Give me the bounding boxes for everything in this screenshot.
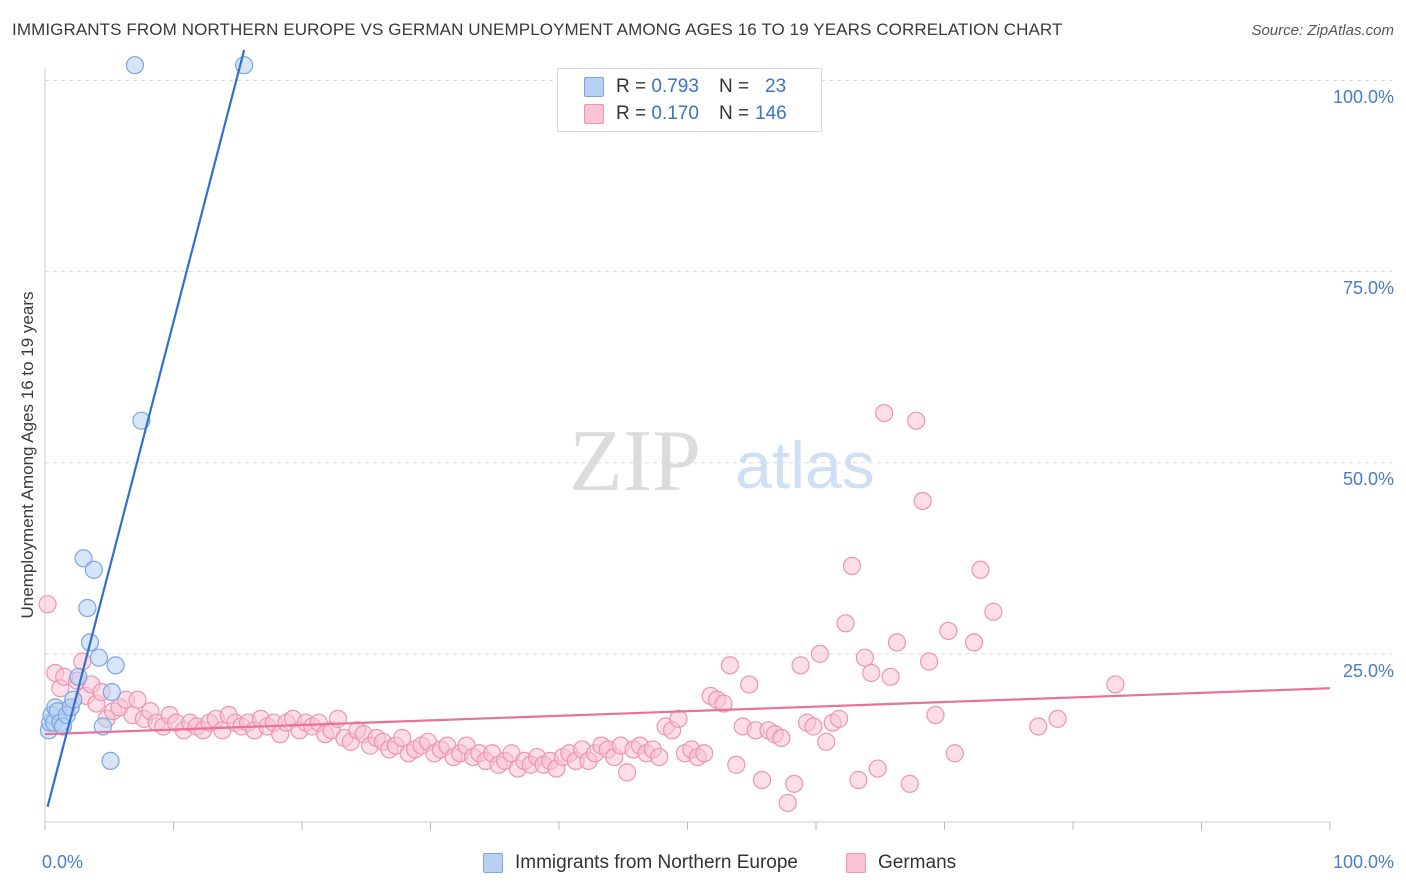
y-tick-100: 100.0% [1332, 87, 1394, 107]
stats-row-immigrants: R = 0.793 N = 23 [584, 75, 786, 99]
n-label: N = [718, 76, 750, 97]
germans-point [875, 403, 894, 423]
y-tick-50: 50.0% [1342, 469, 1394, 489]
immigrants-point [78, 598, 97, 618]
trend-lines [44, 49, 1331, 808]
germans-trend-line [44, 687, 1331, 736]
source-label: Source: ZipAtlas.com [1251, 22, 1394, 39]
r-label: R = [616, 76, 647, 97]
pink-swatch [846, 853, 866, 873]
pink-swatch [584, 104, 604, 124]
germans-point [881, 667, 900, 686]
n-value: 23 [765, 76, 787, 97]
immigrants-point [69, 667, 88, 686]
legend-label-germans: Germans [878, 852, 957, 873]
germans-point [128, 690, 147, 709]
germans-point [752, 770, 772, 790]
chart-title: IMMIGRANTS FROM NORTHERN EUROPE VS GERMA… [12, 20, 1063, 39]
legend-item-germans[interactable]: Germans [846, 852, 956, 874]
germans-point [926, 705, 945, 725]
blue-swatch [584, 77, 604, 97]
germans-point [830, 709, 849, 728]
watermark-atlas: atlas [735, 428, 874, 502]
r-label: R = [616, 103, 647, 124]
germans-point [849, 770, 868, 790]
germans-point [939, 621, 958, 641]
immigrants-point [74, 549, 93, 568]
stats-legend: R = 0.793 N = 23 R = 0.170 N = 146 [557, 68, 822, 132]
germans-point [772, 728, 791, 748]
germans-point [1048, 709, 1067, 728]
axes [44, 68, 1331, 830]
germans-point [1029, 717, 1048, 736]
legend-label-immigrants: Immigrants from Northern Europe [515, 852, 798, 873]
germans-point [907, 411, 926, 430]
germans-point [842, 556, 862, 576]
germans-point [727, 755, 746, 774]
germans-point [868, 759, 887, 778]
gridlines [45, 80, 1392, 655]
immigrants-point [106, 656, 125, 675]
germans-point [740, 675, 759, 694]
y-tick-25: 25.0% [1342, 661, 1394, 681]
n-value: 146 [755, 103, 787, 124]
germans-point [855, 648, 874, 667]
immigrants-point [89, 648, 109, 667]
immigrants-point [125, 56, 145, 75]
germans-point [73, 652, 92, 671]
germans-point [785, 774, 804, 793]
immigrants-point [101, 751, 120, 771]
germans-point [887, 633, 907, 652]
y-tick-75: 75.0% [1342, 278, 1394, 298]
germans-point [393, 728, 412, 748]
germans-point [862, 663, 881, 683]
germans-point [695, 744, 714, 763]
x-tick-100: 100.0% [1332, 852, 1394, 872]
germans-point [984, 602, 1003, 621]
germans-point [900, 774, 919, 793]
immigrants-point [93, 717, 112, 736]
germans-point [720, 656, 740, 675]
germans-point [618, 763, 637, 782]
immigrants-points [39, 56, 254, 771]
germans-point [964, 633, 984, 652]
stats-row-germans: R = 0.170 N = 146 [584, 102, 787, 126]
germans-point [38, 595, 57, 614]
germans-point [945, 744, 964, 763]
germans-point [919, 652, 939, 671]
germans-point [714, 694, 733, 713]
germans-point [1106, 675, 1125, 694]
immigrants-trend-line [46, 49, 246, 808]
germans-point [669, 709, 688, 728]
r-value: 0.793 [651, 76, 699, 97]
germans-point [817, 732, 836, 751]
germans-point [913, 491, 932, 511]
germans-point [778, 793, 797, 813]
n-label: N = [718, 103, 750, 124]
germans-point [650, 747, 669, 767]
watermark-zip: ZIP [569, 413, 701, 510]
legend-item-immigrants[interactable]: Immigrants from Northern Europe [483, 852, 798, 874]
germans-point [810, 644, 829, 663]
germans-point [971, 560, 990, 579]
r-value: 0.170 [651, 103, 699, 124]
x-tick-0: 0.0% [42, 852, 84, 872]
germans-point [791, 656, 810, 675]
watermark: ZIP atlas [569, 413, 875, 510]
immigrants-point [84, 560, 103, 579]
germans-point [804, 717, 823, 736]
germans-point [836, 614, 855, 633]
blue-swatch [483, 853, 503, 873]
immigrants-point [102, 682, 121, 702]
